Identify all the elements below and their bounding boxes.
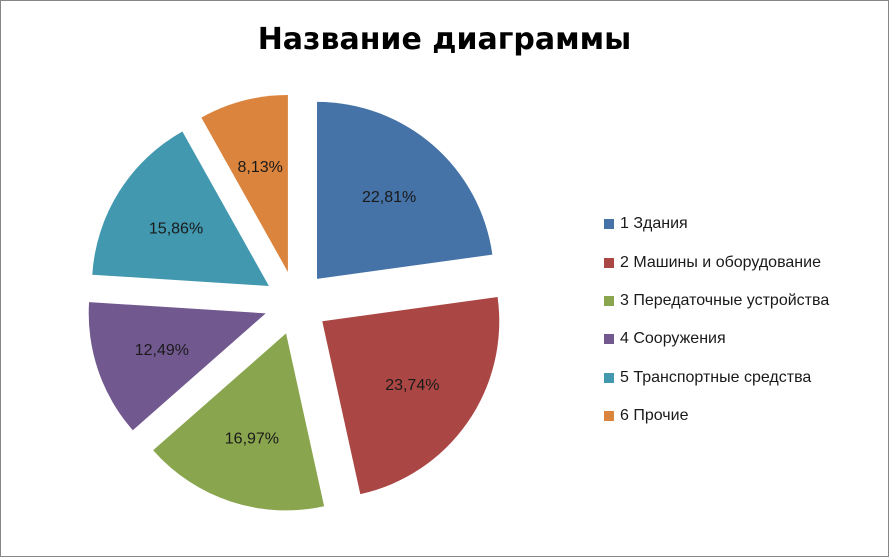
legend-item-4: 4 Сооружения (604, 320, 829, 358)
legend-swatch-1 (604, 219, 614, 230)
data-label-1: 22,81% (362, 189, 416, 206)
legend-swatch-5 (604, 372, 614, 383)
legend-label-4: 4 Сооружения (620, 330, 726, 348)
legend-swatch-4 (604, 334, 614, 345)
legend: 1 Здания 2 Машины и оборудование 3 Передат… (604, 205, 829, 435)
legend-item-3: 3 Передаточные устройства (604, 282, 829, 320)
legend-item-1: 1 Здания (604, 205, 829, 243)
data-label-6: 8,13% (238, 159, 283, 176)
pie-slice-2 (322, 297, 500, 495)
pie-slice-4 (88, 302, 266, 431)
legend-item-2: 2 Машины и оборудование (604, 243, 829, 281)
legend-label-5: 5 Транспортные средства (620, 368, 812, 386)
legend-label-2: 2 Машины и оборудование (620, 253, 821, 271)
legend-label-1: 1 Здания (620, 215, 688, 233)
pie-slice-1 (317, 101, 493, 279)
data-label-5: 15,86% (149, 221, 203, 238)
legend-item-6: 6 Прочие (604, 397, 829, 435)
pie-slice-6 (201, 95, 288, 273)
legend-item-5: 5 Транспортные средства (604, 359, 829, 397)
chart-title: Название диаграммы (257, 22, 632, 57)
data-label-4: 12,49% (135, 342, 189, 359)
data-label-3: 16,97% (225, 431, 279, 448)
legend-label-6: 6 Прочие (620, 407, 689, 425)
legend-swatch-3 (604, 295, 614, 306)
legend-label-3: 3 Передаточные устройства (620, 291, 830, 309)
pie-slice-3 (153, 333, 325, 511)
pie-slice-5 (92, 131, 269, 286)
data-label-2: 23,74% (385, 377, 439, 394)
legend-swatch-6 (604, 411, 614, 422)
legend-swatch-2 (604, 257, 614, 268)
